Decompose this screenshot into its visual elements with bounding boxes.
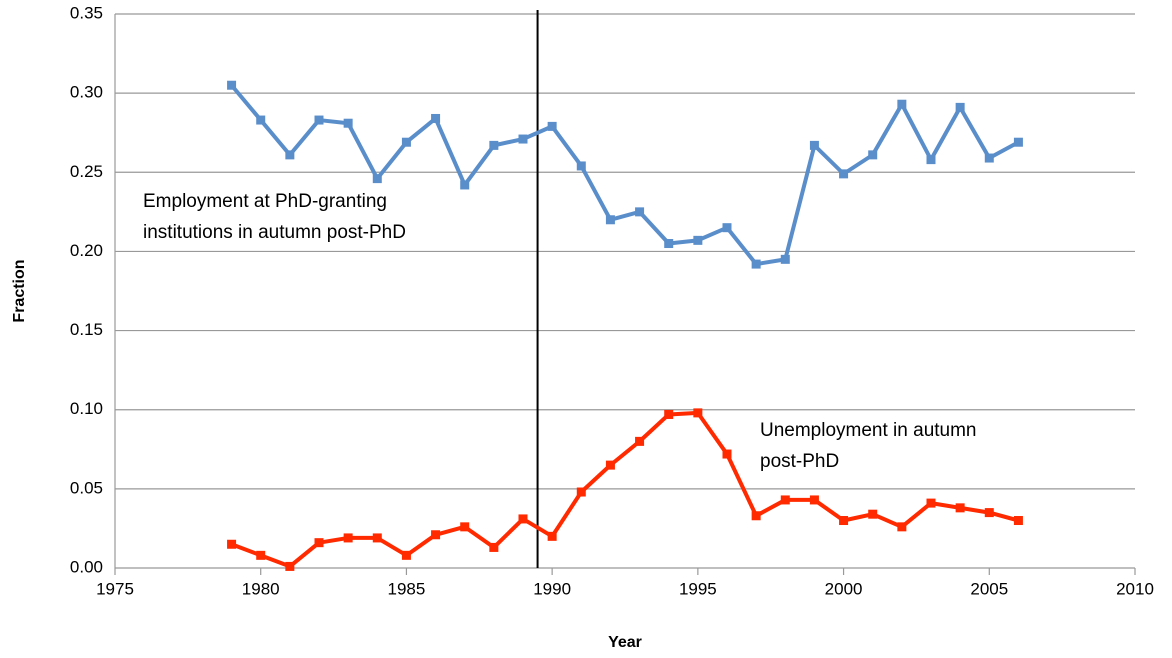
data-point <box>256 550 266 560</box>
x-tick-label: 1980 <box>242 579 280 598</box>
data-point <box>401 137 411 147</box>
data-point <box>693 235 703 245</box>
x-axis-title: Year <box>608 634 642 651</box>
data-point <box>868 509 878 519</box>
data-point <box>839 516 849 526</box>
data-point <box>576 161 586 171</box>
data-point <box>780 495 790 505</box>
data-point <box>343 118 353 128</box>
data-point <box>839 169 849 179</box>
data-point <box>926 498 936 508</box>
y-tick-label: 0.35 <box>70 3 103 22</box>
y-tick-label: 0.00 <box>70 557 103 576</box>
data-point <box>868 150 878 160</box>
data-point <box>372 533 382 543</box>
data-point <box>664 409 674 419</box>
data-point <box>576 487 586 497</box>
data-point <box>372 174 382 184</box>
data-point <box>285 150 295 160</box>
data-point <box>256 115 266 125</box>
data-point <box>314 115 324 125</box>
y-tick-label: 0.25 <box>70 162 103 181</box>
data-point <box>605 460 615 470</box>
y-tick-label: 0.30 <box>70 83 103 102</box>
y-tick-label: 0.15 <box>70 320 103 339</box>
series-line <box>230 410 1019 569</box>
data-point <box>401 550 411 560</box>
annotation: Unemployment in autumn <box>760 420 977 441</box>
data-point <box>431 113 441 123</box>
data-point <box>635 436 645 446</box>
data-point <box>547 531 557 541</box>
data-point <box>722 449 732 459</box>
x-tick-label: 1985 <box>388 579 426 598</box>
data-point <box>722 223 732 233</box>
series-line <box>230 83 1020 267</box>
data-point <box>547 121 557 131</box>
data-point <box>809 495 819 505</box>
data-point <box>227 539 237 549</box>
data-point <box>1013 137 1023 147</box>
data-point <box>955 102 965 112</box>
data-point <box>984 153 994 163</box>
annotation: post-PhD <box>760 451 839 472</box>
annotation: institutions in autumn post-PhD <box>143 222 406 243</box>
data-point <box>489 542 499 552</box>
data-point <box>751 259 761 269</box>
data-point <box>489 140 499 150</box>
data-point <box>897 99 907 109</box>
data-point <box>635 207 645 217</box>
x-tick-label: 2005 <box>970 579 1008 598</box>
data-point <box>693 408 703 418</box>
y-tick-label: 0.05 <box>70 478 103 497</box>
x-tick-label: 1975 <box>96 579 134 598</box>
data-point <box>780 254 790 264</box>
data-point <box>984 508 994 518</box>
data-point <box>285 561 295 571</box>
x-tick-label: 2000 <box>825 579 863 598</box>
data-point <box>955 503 965 513</box>
data-point <box>605 215 615 225</box>
x-tick-label: 1990 <box>533 579 571 598</box>
data-point <box>1013 516 1023 526</box>
annotation: Employment at PhD-granting <box>143 191 387 212</box>
data-point <box>926 155 936 165</box>
data-point <box>809 140 819 150</box>
data-point <box>518 514 528 524</box>
y-tick-label: 0.10 <box>70 399 103 418</box>
data-point <box>460 180 470 190</box>
data-point <box>460 522 470 532</box>
x-tick-label: 1995 <box>679 579 717 598</box>
data-point <box>314 538 324 548</box>
y-tick-label: 0.20 <box>70 241 103 260</box>
data-point <box>343 533 353 543</box>
y-axis-title: Fraction <box>11 259 28 322</box>
data-point <box>227 80 237 90</box>
data-point <box>751 511 761 521</box>
x-tick-label: 2010 <box>1116 579 1154 598</box>
data-point <box>897 522 907 532</box>
data-point <box>431 530 441 540</box>
data-point <box>664 239 674 249</box>
data-point <box>518 134 528 144</box>
